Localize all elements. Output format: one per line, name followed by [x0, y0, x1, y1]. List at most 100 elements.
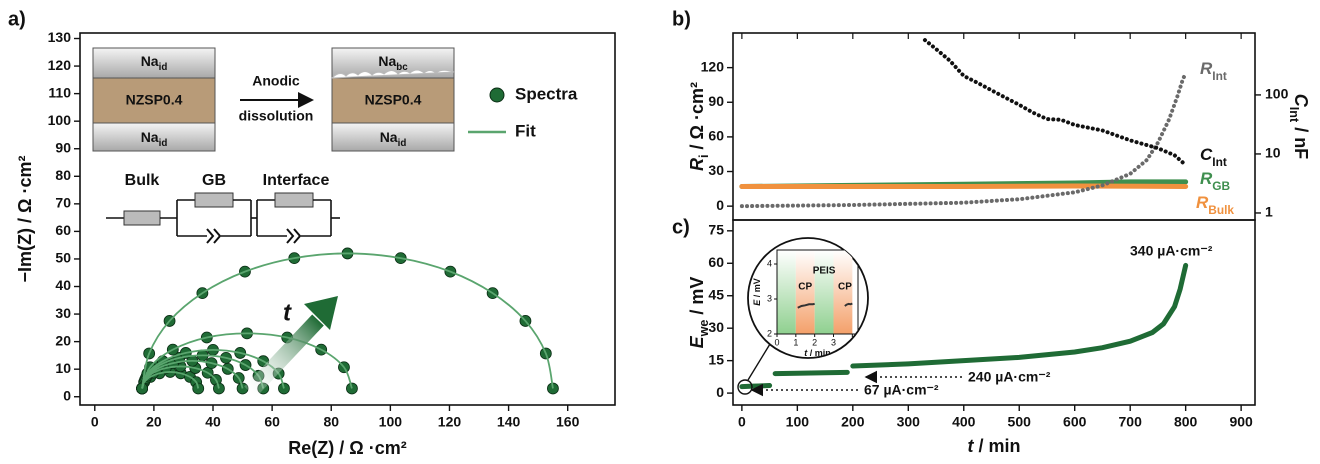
- text-part: bc: [396, 62, 408, 73]
- fit-line: [141, 252, 554, 389]
- y-tick-label: 0: [63, 387, 71, 403]
- text-part: id: [398, 138, 407, 149]
- x-tick-label: 900: [1229, 414, 1253, 430]
- y-tick-label: 40: [55, 277, 71, 293]
- x-tick-label: 40: [205, 414, 221, 430]
- fit-line: [141, 332, 353, 389]
- text-part: / mV: [687, 277, 707, 320]
- inset-band: [795, 250, 815, 334]
- text-part: Na: [378, 53, 396, 69]
- y-tick-label: 15: [708, 351, 724, 367]
- text-part: i: [697, 154, 711, 158]
- inset-x-tick-label: 1: [793, 337, 798, 347]
- inset-label: CP: [838, 282, 852, 293]
- layer-label: Naid: [380, 129, 407, 149]
- text-part: t: [804, 348, 808, 358]
- inset-x-tick-label: 0: [774, 337, 779, 347]
- series-label: CInt: [1200, 145, 1227, 169]
- series-line: [739, 183, 1189, 190]
- series-label: RBulk: [1196, 193, 1234, 217]
- series-line: [922, 38, 1188, 167]
- axes-frame: [79, 32, 616, 406]
- x-tick-label: 160: [556, 414, 580, 430]
- y-axis-title: Ewe / mV: [687, 277, 712, 349]
- y-tick-label: 60: [708, 254, 724, 270]
- x-tick-label: 600: [1063, 414, 1087, 430]
- x-tick-label: 500: [1008, 414, 1032, 430]
- y-axis-title: Ri / Ω ·cm²: [687, 82, 712, 171]
- text-part: t: [967, 436, 974, 456]
- x-tick-label: 0: [738, 414, 746, 430]
- inset-label: PEIS: [813, 266, 836, 277]
- y2-tick-label: 1: [1265, 204, 1273, 220]
- x-axis-title: Re(Z) / Ω ·cm²: [288, 438, 406, 458]
- circuit-label: Bulk: [125, 172, 160, 189]
- layer-label: Nabc: [378, 53, 408, 73]
- x-tick-label: 800: [1174, 414, 1198, 430]
- y2-tick-label: 10: [1265, 145, 1281, 161]
- text-part: C: [1200, 145, 1213, 164]
- y-tick-label: 10: [55, 360, 71, 376]
- current-label: 340 µA·cm⁻²: [1130, 243, 1213, 259]
- x-tick-label: 80: [323, 414, 339, 430]
- current-label: 67 µA·cm⁻²: [864, 382, 939, 398]
- y-tick-label: 30: [55, 305, 71, 321]
- inset-y-tick-label: 3: [767, 293, 772, 303]
- circuit-label: Interface: [263, 172, 330, 189]
- text-part: id: [159, 62, 168, 73]
- text-part: Na: [141, 129, 159, 145]
- layer-label: NZSP0.4: [126, 92, 183, 108]
- legend-label: Spectra: [515, 84, 578, 103]
- inset-y-title: E / mV: [752, 278, 762, 306]
- axes-frame: [732, 219, 1256, 406]
- text-part: / nF: [1291, 122, 1311, 159]
- x-tick-label: 120: [438, 414, 462, 430]
- y-tick-label: 110: [48, 84, 71, 100]
- y-axis-title: −Im(Z) / Ω ·cm²: [15, 156, 35, 283]
- text-part: E: [752, 299, 762, 306]
- text-part: Int: [1212, 69, 1227, 83]
- y-tick-label: 120: [701, 58, 725, 74]
- fit-line: [141, 354, 265, 389]
- text-part: C: [1291, 94, 1311, 108]
- electrolyte-layer: [331, 77, 455, 124]
- trend-arrow-head: [304, 296, 338, 330]
- na-layer: [92, 122, 216, 152]
- x-tick-label: 400: [952, 414, 976, 430]
- x-axis-title: t / min: [967, 436, 1020, 456]
- inset-band: [777, 250, 796, 334]
- legend-label: Fit: [515, 121, 536, 140]
- inset-axes: [776, 249, 859, 335]
- y-tick-label: 130: [48, 29, 72, 45]
- layer-label: Naid: [141, 129, 168, 149]
- na-layer: [92, 47, 216, 79]
- y2-axis-title: CInt / nF: [1287, 94, 1312, 159]
- panel-label: b): [672, 8, 691, 30]
- inset-band: [814, 250, 834, 334]
- process-label: Anodic: [252, 73, 300, 89]
- y-tick-label: 30: [708, 319, 724, 335]
- x-tick-label: 20: [146, 414, 162, 430]
- text-part: R: [1200, 59, 1213, 78]
- axes-frame: [732, 32, 1256, 221]
- layer-label: Naid: [141, 53, 168, 73]
- panel-label: a): [8, 8, 26, 30]
- y-tick-label: 70: [55, 195, 71, 211]
- text-part: id: [159, 138, 168, 149]
- y-tick-label: 0: [716, 384, 724, 400]
- void-layer: [330, 69, 455, 79]
- trend-arrow-shaft: [244, 314, 324, 398]
- current-label: 240 µA·cm⁻²: [968, 369, 1051, 385]
- cpe: [206, 228, 222, 244]
- inset-x-tick-label: 3: [831, 337, 836, 347]
- zoom-connector: [747, 343, 771, 381]
- x-tick-label: 100: [786, 414, 810, 430]
- y-tick-label: 75: [708, 222, 724, 238]
- y-tick-label: 90: [708, 93, 724, 109]
- layer-label: NZSP0.4: [365, 92, 422, 108]
- text-part: R: [1200, 169, 1213, 188]
- text-part: Na: [380, 129, 398, 145]
